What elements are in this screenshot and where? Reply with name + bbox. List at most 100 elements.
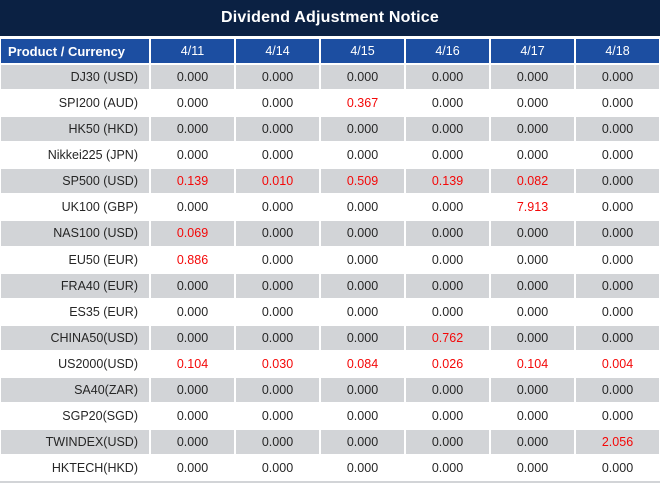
table-row: UK100 (GBP) 0.000 0.000 0.000 0.000 7.913 0.00… [0, 194, 660, 221]
dividend-value-cell: 0.000 [235, 246, 320, 273]
dividend-value-cell: 0.000 [150, 455, 235, 482]
dividend-value-cell: 0.104 [150, 350, 235, 377]
dividend-value-cell: 0.139 [150, 168, 235, 195]
product-cell: SPI200 (AUD) [0, 90, 150, 117]
table-row: NAS100 (USD) 0.069 0.000 0.000 0.000 0.000 0.0… [0, 220, 660, 247]
dividend-value-cell: 0.000 [490, 402, 575, 429]
product-cell: HKTECH(HKD) [0, 455, 150, 482]
product-cell: UK100 (GBP) [0, 194, 150, 221]
dividend-value-cell: 0.030 [235, 350, 320, 377]
dividend-value-cell: 0.000 [320, 402, 405, 429]
dividend-value-cell: 0.000 [490, 272, 575, 299]
dividend-value-cell: 0.000 [320, 116, 405, 143]
dividend-value-cell: 0.000 [150, 402, 235, 429]
dividend-value-cell: 0.000 [320, 272, 405, 299]
dividend-value-cell: 0.000 [575, 376, 660, 403]
dividend-value-cell: 0.000 [235, 428, 320, 455]
dividend-value-cell: 0.000 [150, 324, 235, 351]
dividend-table: Product / Currency 4/11 4/14 4/15 4/16 4/17 4/… [0, 38, 660, 482]
dividend-value-cell: 0.000 [575, 324, 660, 351]
product-cell: NAS100 (USD) [0, 220, 150, 247]
dividend-value-cell: 0.000 [575, 246, 660, 273]
dividend-value-cell: 0.000 [235, 64, 320, 91]
dividend-value-cell: 0.000 [575, 90, 660, 117]
dividend-value-cell: 0.000 [405, 272, 490, 299]
dividend-value-cell: 7.913 [490, 194, 575, 221]
dividend-value-cell: 0.000 [405, 376, 490, 403]
dividend-value-cell: 0.000 [490, 90, 575, 117]
dividend-value-cell: 0.000 [405, 428, 490, 455]
column-header-date: 4/11 [150, 38, 235, 65]
dividend-value-cell: 0.000 [235, 90, 320, 117]
dividend-value-cell: 0.000 [235, 324, 320, 351]
dividend-value-cell: 0.000 [575, 142, 660, 169]
column-header-date: 4/17 [490, 38, 575, 65]
product-cell: SP500 (USD) [0, 168, 150, 195]
dividend-value-cell: 0.000 [490, 246, 575, 273]
dividend-value-cell: 0.084 [320, 350, 405, 377]
dividend-value-cell: 0.069 [150, 220, 235, 247]
table-row: DJ30 (USD) 0.000 0.000 0.000 0.000 0.000 0.000 [0, 64, 660, 91]
page-title: Dividend Adjustment Notice [0, 0, 660, 38]
dividend-value-cell: 0.000 [405, 402, 490, 429]
dividend-value-cell: 0.000 [150, 142, 235, 169]
product-cell: US2000(USD) [0, 350, 150, 377]
table-row: TWINDEX(USD) 0.000 0.000 0.000 0.000 0.000 2.0… [0, 428, 660, 455]
dividend-value-cell: 0.010 [235, 168, 320, 195]
dividend-value-cell: 0.000 [490, 220, 575, 247]
dividend-value-cell: 0.000 [490, 116, 575, 143]
dividend-value-cell: 0.000 [150, 64, 235, 91]
dividend-value-cell: 0.000 [575, 64, 660, 91]
table-row: SP500 (USD) 0.139 0.010 0.509 0.139 0.082 0.00… [0, 168, 660, 195]
dividend-value-cell: 0.000 [575, 116, 660, 143]
dividend-value-cell: 0.000 [150, 428, 235, 455]
dividend-value-cell: 0.000 [320, 298, 405, 325]
table-row: Nikkei225 (JPN) 0.000 0.000 0.000 0.000 0.000… [0, 142, 660, 169]
product-cell: CHINA50(USD) [0, 324, 150, 351]
column-header-date: 4/18 [575, 38, 660, 65]
dividend-value-cell: 0.000 [490, 455, 575, 482]
dividend-value-cell: 0.004 [575, 350, 660, 377]
column-header-date: 4/15 [320, 38, 405, 65]
product-cell: ES35 (EUR) [0, 298, 150, 325]
product-cell: EU50 (EUR) [0, 246, 150, 273]
dividend-value-cell: 0.000 [320, 142, 405, 169]
product-cell: HK50 (HKD) [0, 116, 150, 143]
table-row: US2000(USD) 0.104 0.030 0.084 0.026 0.104 0.00… [0, 350, 660, 377]
table-row: CHINA50(USD) 0.000 0.000 0.000 0.762 0.000 0.0… [0, 324, 660, 351]
dividend-value-cell: 0.000 [235, 376, 320, 403]
dividend-value-cell: 0.000 [405, 194, 490, 221]
dividend-value-cell: 0.000 [235, 194, 320, 221]
product-cell: Nikkei225 (JPN) [0, 142, 150, 169]
dividend-value-cell: 0.000 [235, 142, 320, 169]
dividend-value-cell: 0.000 [320, 220, 405, 247]
dividend-value-cell: 0.000 [405, 298, 490, 325]
dividend-value-cell: 0.000 [490, 324, 575, 351]
dividend-value-cell: 0.000 [575, 455, 660, 482]
dividend-value-cell: 0.000 [235, 220, 320, 247]
dividend-value-cell: 0.000 [575, 194, 660, 221]
column-header-product-currency: Product / Currency [0, 38, 150, 65]
dividend-value-cell: 0.082 [490, 168, 575, 195]
dividend-value-cell: 0.000 [320, 376, 405, 403]
dividend-value-cell: 0.000 [575, 272, 660, 299]
dividend-value-cell: 0.000 [150, 272, 235, 299]
table-row: SGP20(SGD) 0.000 0.000 0.000 0.000 0.000 0.000 [0, 402, 660, 429]
dividend-value-cell: 0.000 [405, 246, 490, 273]
dividend-value-cell: 0.000 [235, 402, 320, 429]
dividend-value-cell: 0.000 [235, 272, 320, 299]
dividend-value-cell: 0.000 [320, 194, 405, 221]
dividend-value-cell: 0.000 [405, 142, 490, 169]
dividend-value-cell: 0.000 [320, 428, 405, 455]
dividend-value-cell: 0.886 [150, 246, 235, 273]
dividend-value-cell: 0.000 [405, 455, 490, 482]
table-header-row: Product / Currency 4/11 4/14 4/15 4/16 4/17 4/… [0, 38, 660, 65]
product-cell: DJ30 (USD) [0, 64, 150, 91]
dividend-value-cell: 0.367 [320, 90, 405, 117]
dividend-value-cell: 0.000 [575, 220, 660, 247]
dividend-value-cell: 0.000 [490, 298, 575, 325]
table-row: HKTECH(HKD) 0.000 0.000 0.000 0.000 0.000 0.00… [0, 455, 660, 482]
dividend-value-cell: 0.000 [575, 298, 660, 325]
dividend-value-cell: 0.000 [150, 194, 235, 221]
